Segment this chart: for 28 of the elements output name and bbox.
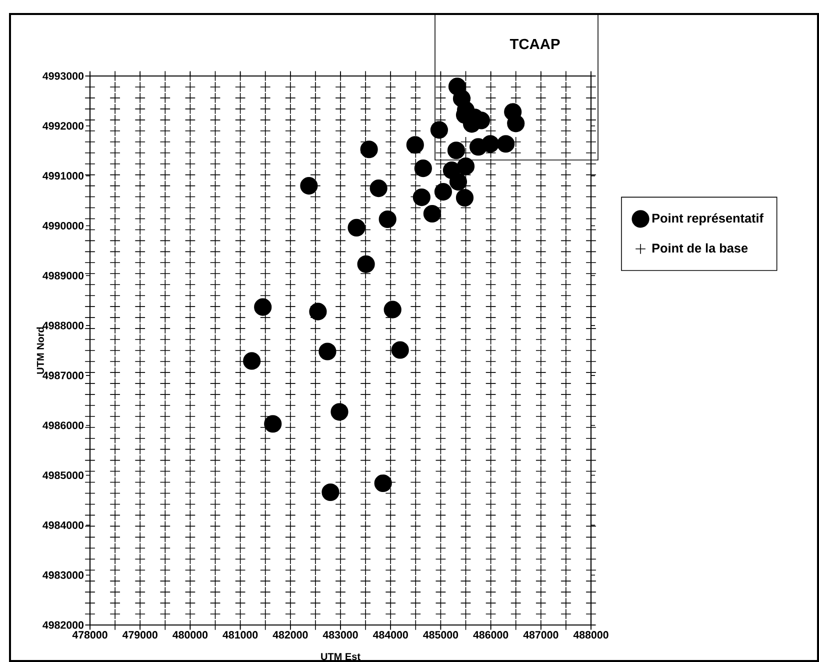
- x-tick-label: 482000: [272, 631, 308, 639]
- y-tick-label: 4989000: [42, 272, 84, 280]
- y-tick-label: 4985000: [42, 472, 84, 480]
- text: TCAAP: [510, 38, 560, 50]
- y-tick-label: 4982000: [42, 621, 84, 629]
- x-tick-label: 481000: [222, 631, 258, 639]
- legend-label: Point de la base: [652, 243, 748, 253]
- x-tick-label: 486000: [473, 631, 508, 639]
- y-tick-label: 4983000: [42, 571, 84, 579]
- y-tick-label: 4987000: [42, 372, 84, 380]
- x-tick-label: 479000: [122, 631, 158, 639]
- y-tick-label: 4990000: [42, 222, 84, 230]
- y-tick-label: 4984000: [42, 521, 84, 529]
- x-tick-label: 483000: [322, 631, 358, 639]
- x-tick-label: 487000: [523, 631, 558, 639]
- y-tick-label: 4991000: [42, 172, 84, 180]
- x-tick-label: 478000: [72, 631, 108, 639]
- x-axis-title: UTM Est: [321, 653, 360, 660]
- x-tick-label: 484000: [372, 631, 408, 639]
- y-axis-title: UTM Nord: [36, 327, 44, 374]
- y-tick-label: 4993000: [42, 72, 84, 80]
- y-tick-label: 4988000: [42, 322, 84, 330]
- x-tick-label: 488000: [573, 631, 608, 639]
- legend-label: Point représentatif: [652, 213, 764, 226]
- x-tick-label: 480000: [172, 631, 208, 639]
- y-tick-label: 4992000: [42, 122, 84, 130]
- x-tick-label: 485000: [423, 631, 458, 639]
- y-tick-label: 4986000: [42, 422, 84, 430]
